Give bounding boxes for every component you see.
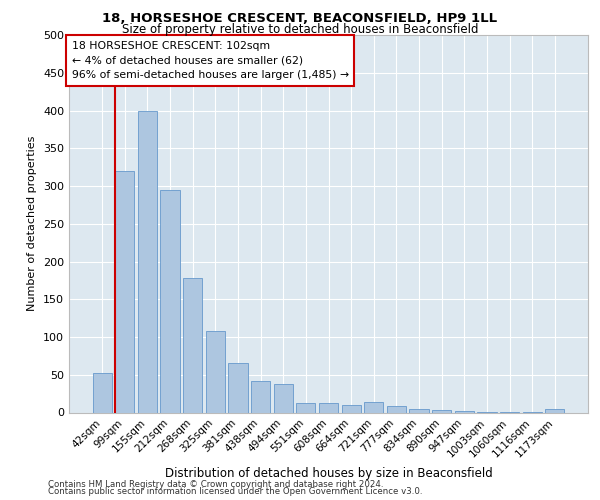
Bar [455,411,474,412]
Bar [251,381,270,412]
Bar [409,408,428,412]
Bar [364,402,383,412]
Bar [319,404,338,412]
Bar [138,110,157,412]
Bar [341,405,361,412]
Bar [160,190,180,412]
Bar [183,278,202,412]
Y-axis label: Number of detached properties: Number of detached properties [28,136,37,312]
Text: Contains HM Land Registry data © Crown copyright and database right 2024.: Contains HM Land Registry data © Crown c… [48,480,383,489]
Text: 18 HORSESHOE CRESCENT: 102sqm
← 4% of detached houses are smaller (62)
96% of se: 18 HORSESHOE CRESCENT: 102sqm ← 4% of de… [71,40,349,80]
Text: Size of property relative to detached houses in Beaconsfield: Size of property relative to detached ho… [122,22,478,36]
X-axis label: Distribution of detached houses by size in Beaconsfield: Distribution of detached houses by size … [164,467,493,480]
Bar [545,408,565,412]
Text: Contains public sector information licensed under the Open Government Licence v3: Contains public sector information licen… [48,488,422,496]
Bar [206,331,225,412]
Bar [387,406,406,412]
Bar [92,373,112,412]
Text: 18, HORSESHOE CRESCENT, BEACONSFIELD, HP9 1LL: 18, HORSESHOE CRESCENT, BEACONSFIELD, HP… [103,12,497,26]
Bar [274,384,293,412]
Bar [229,364,248,412]
Bar [115,171,134,412]
Bar [296,404,316,412]
Bar [432,410,451,412]
